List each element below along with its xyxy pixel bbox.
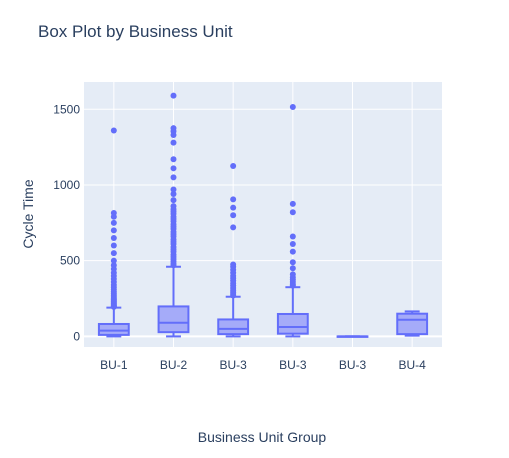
- iqr-box: [396, 312, 429, 336]
- x-axis-ticks: BU-1 BU-2 BU-3 BU-3 BU-3 BU-4: [100, 358, 426, 372]
- outlier-point: [289, 241, 296, 248]
- outlier-point: [230, 224, 237, 231]
- x-tick-label: BU-2: [160, 358, 188, 372]
- x-tick-label: BU-3: [279, 358, 307, 372]
- outlier-point: [170, 92, 177, 99]
- outlier-point: [289, 209, 296, 216]
- iqr-box: [217, 318, 250, 336]
- outlier-point: [230, 204, 237, 211]
- outlier-point: [230, 212, 237, 219]
- x-tick-label: BU-1: [100, 358, 128, 372]
- x-axis-title: Business Unit Group: [198, 429, 327, 445]
- outlier-point: [110, 219, 117, 226]
- outlier-point: [110, 234, 117, 241]
- box-3: [217, 163, 250, 338]
- chart-title: Box Plot by Business Unit: [38, 22, 233, 41]
- outlier-point: [289, 233, 296, 240]
- y-tick-label: 500: [60, 254, 80, 268]
- x-tick-label: BU-3: [339, 358, 367, 372]
- outlier-point: [289, 265, 296, 272]
- y-axis-title: Cycle Time: [20, 179, 36, 248]
- outlier-point: [110, 227, 117, 234]
- outlier-point: [230, 261, 237, 268]
- x-tick-label: BU-4: [398, 358, 426, 372]
- outlier-point: [230, 163, 237, 170]
- outlier-point: [170, 191, 177, 198]
- outlier-point: [289, 103, 296, 110]
- iqr-box: [157, 305, 190, 334]
- outlier-point: [170, 197, 177, 204]
- iqr-box: [276, 312, 309, 335]
- iqr-box: [97, 322, 130, 336]
- outlier-point: [170, 203, 177, 210]
- y-axis-ticks: 0 500 1000 1500: [53, 102, 80, 343]
- y-tick-label: 1500: [53, 102, 80, 116]
- outlier-point: [289, 271, 296, 278]
- box-5: [336, 335, 369, 338]
- box-2: [157, 92, 190, 338]
- x-tick-label: BU-3: [219, 358, 247, 372]
- outlier-point: [110, 209, 117, 216]
- outlier-point: [110, 250, 117, 257]
- box-4: [276, 103, 309, 338]
- outlier-point: [230, 196, 237, 203]
- outlier-point: [170, 139, 177, 146]
- outlier-point: [170, 156, 177, 163]
- outlier-point: [289, 248, 296, 255]
- outlier-point: [170, 125, 177, 132]
- box-6: [396, 310, 429, 337]
- y-tick-label: 1000: [53, 178, 80, 192]
- plot-area: [84, 82, 442, 347]
- boxes: [97, 92, 429, 338]
- outlier-point: [170, 165, 177, 172]
- outlier-point: [170, 174, 177, 181]
- outlier-point: [110, 242, 117, 249]
- y-tick-label: 0: [73, 329, 80, 343]
- outlier-point: [110, 262, 117, 269]
- outlier-point: [289, 200, 296, 207]
- outlier-point: [110, 257, 117, 264]
- outlier-point: [110, 127, 117, 134]
- box-1: [97, 127, 130, 338]
- outlier-point: [289, 259, 296, 266]
- outlier-point: [170, 186, 177, 193]
